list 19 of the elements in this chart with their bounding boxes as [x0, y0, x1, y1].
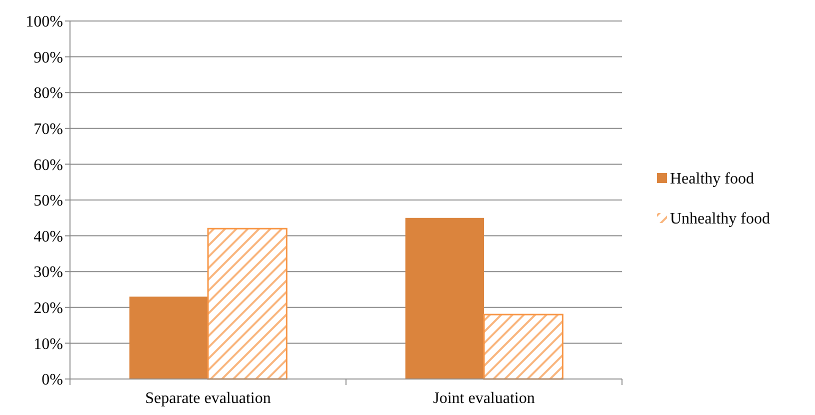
x-tick-label: Joint evaluation — [433, 390, 535, 407]
y-tick-label: 30% — [34, 264, 63, 282]
y-tick-label: 10% — [34, 336, 63, 353]
legend-label: Healthy food — [670, 170, 754, 188]
y-tick-label: 70% — [34, 121, 63, 138]
bar — [129, 296, 208, 379]
y-tick-label: 20% — [34, 300, 63, 317]
bar — [207, 228, 288, 380]
y-tick-label: 50% — [34, 192, 63, 210]
bar — [483, 314, 564, 380]
y-tick-label: 0% — [42, 372, 63, 389]
y-tick-label: 80% — [34, 85, 63, 102]
legend-label: Unhealthy food — [670, 210, 770, 228]
bar — [405, 218, 484, 379]
y-tick-label: 60% — [34, 156, 63, 174]
y-tick-label: 100% — [26, 14, 63, 31]
x-tick-label: Separate evaluation — [145, 390, 271, 407]
y-tick-label: 40% — [34, 228, 63, 246]
y-tick-label: 90% — [34, 49, 63, 66]
